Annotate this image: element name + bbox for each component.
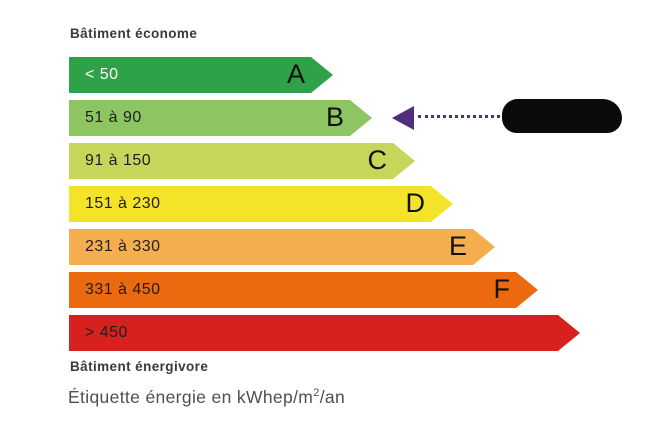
energy-bar-F: 331 à 450 F bbox=[69, 272, 538, 308]
energy-range-label: 91 à 150 bbox=[85, 152, 152, 169]
economical-building-label: Bâtiment économe bbox=[70, 26, 198, 41]
caption-text-suffix: /an bbox=[319, 387, 346, 407]
energy-row-A: < 50 A bbox=[69, 57, 667, 93]
energy-bar-C: 91 à 150 C bbox=[69, 143, 415, 179]
energy-range-label: 331 à 450 bbox=[85, 281, 161, 298]
energy-range-label: < 50 bbox=[85, 66, 119, 83]
energy-scale: < 50 A 51 à 90 B 91 à 150 C 151 à 230 D 231 à 33… bbox=[69, 57, 667, 351]
energy-row-F: 331 à 450 F bbox=[69, 272, 667, 308]
energy-bar-A: < 50 A bbox=[69, 57, 333, 93]
energy-class-letter: A bbox=[286, 59, 305, 89]
energy-bar-7: > 450 bbox=[69, 315, 580, 351]
energy-class-letter: C bbox=[367, 145, 387, 175]
energy-range-label: 151 à 230 bbox=[85, 195, 161, 212]
energy-range-label: > 450 bbox=[85, 324, 128, 341]
energy-bar-D: 151 à 230 D bbox=[69, 186, 453, 222]
caption: Étiquette énergie en kWhep/m2/an bbox=[68, 387, 667, 408]
energy-range-label: 231 à 330 bbox=[85, 238, 161, 255]
energy-row-E: 231 à 330 E bbox=[69, 229, 667, 265]
energy-class-letter: E bbox=[448, 231, 467, 261]
energy-class-letter: F bbox=[493, 274, 510, 304]
energy-bar-E: 231 à 330 E bbox=[69, 229, 495, 265]
energy-row-D: 151 à 230 D bbox=[69, 186, 667, 222]
selection-arrow-icon bbox=[392, 106, 414, 130]
energy-row-C: 91 à 150 C bbox=[69, 143, 667, 179]
energy-range-label: 51 à 90 bbox=[85, 109, 142, 126]
energy-class-letter: B bbox=[325, 102, 344, 132]
caption-text: Étiquette énergie en kWhep/m bbox=[68, 387, 314, 407]
energy-bar-B: 51 à 90 B bbox=[69, 100, 372, 136]
energy-row-7: > 450 bbox=[69, 315, 667, 351]
energy-label: Bâtiment économe < 50 A 51 à 90 B 91 à 150 C 1… bbox=[0, 26, 667, 441]
caption-superscript: 2 bbox=[313, 387, 320, 400]
energy-class-letter: D bbox=[405, 188, 425, 218]
dotted-connector bbox=[418, 115, 500, 118]
energy-row-B: 51 à 90 B bbox=[69, 99, 667, 136]
energy-intensive-building-label: Bâtiment énergivore bbox=[70, 359, 209, 374]
redacted-value-blob bbox=[502, 99, 622, 133]
